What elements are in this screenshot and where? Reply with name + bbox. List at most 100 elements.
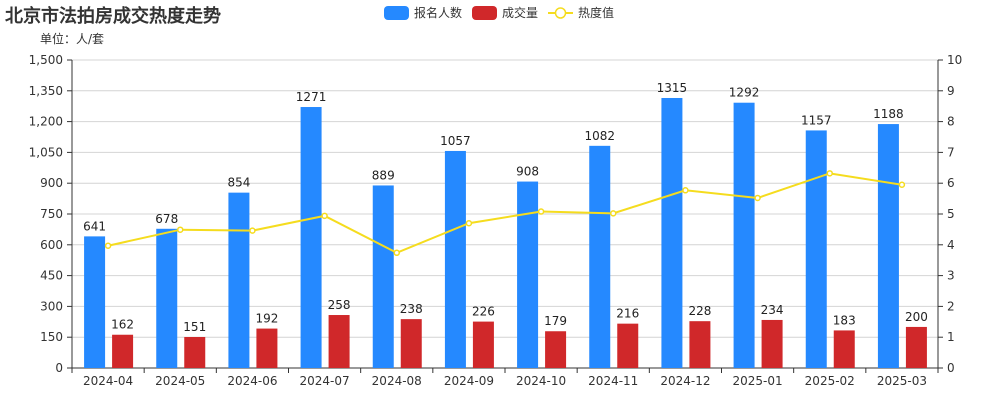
heat-point [177,226,184,233]
x-axis-tick-label: 2025-01 [733,374,783,388]
bar-signups [444,150,466,368]
bar-signups [228,192,250,368]
y-axis-tick-label: 1,050 [29,145,63,159]
y-axis-tick-label: 900 [40,176,63,190]
y-axis-tick-label: 450 [40,269,63,283]
bar-signups [372,185,394,368]
x-axis-tick-label: 2024-11 [588,374,638,388]
y2-axis-tick-label: 9 [947,84,955,98]
bar-deals [833,330,855,368]
bar-value-label: 1271 [296,90,327,104]
bar-deals [617,323,639,368]
bar-signups [661,97,683,368]
bar-signups [805,130,827,368]
heat-point [537,208,545,215]
y-axis-tick-label: 1,200 [29,115,63,129]
x-axis-tick-label: 2025-02 [805,374,855,388]
legend: 报名人数 成交量 热度值 [384,4,624,21]
x-axis-tick-label: 2024-10 [516,374,566,388]
x-axis-tick-label: 2024-12 [660,374,710,388]
y2-axis-tick-label: 7 [947,145,955,159]
y-axis-tick-label: 1,350 [29,84,63,98]
bar-value-label: 1157 [801,113,832,127]
bar-value-label: 179 [544,314,567,328]
bar-signups [877,124,899,369]
legend-item-signups[interactable]: 报名人数 [384,4,462,21]
legend-swatch-signups [384,5,409,20]
bar-deals [400,319,422,368]
x-axis-tick-label: 2024-09 [444,374,494,388]
unit-label: 单位：人/套 [40,32,105,46]
legend-label-deals: 成交量 [502,6,539,20]
bar-value-label: 183 [833,313,856,327]
y-axis-tick-label: 150 [40,330,63,344]
bar-value-label: 889 [372,168,395,182]
legend-item-heat[interactable]: 热度值 [548,4,614,21]
bar-value-label: 258 [328,298,351,312]
heat-point [898,181,906,188]
y-axis-tick-label: 300 [40,299,63,313]
bar-signups [589,145,611,368]
bar-signups [517,181,539,368]
bar-value-label: 192 [255,312,278,326]
bar-value-label: 234 [761,303,784,317]
legend-line-icon [548,6,574,19]
y2-axis-tick-label: 4 [947,238,955,252]
heat-point [610,210,617,217]
y2-axis-tick-label: 10 [947,53,962,67]
bar-value-label: 678 [155,212,178,226]
x-axis-tick-label: 2024-04 [83,374,133,388]
x-axis-tick-label: 2024-08 [372,374,422,388]
bar-signups [733,102,755,368]
bar-deals [689,321,711,368]
bar-deals [472,321,494,368]
y-axis-tick-label: 1,500 [29,53,63,67]
bar-signups [84,236,106,368]
y2-axis-tick-label: 0 [947,361,955,375]
legend-label-heat: 热度值 [578,6,615,20]
x-axis-tick-label: 2024-06 [227,374,277,388]
y-axis-tick-label: 600 [40,238,63,252]
x-axis-tick-label: 2025-03 [877,374,927,388]
legend-swatch-deals [472,5,498,20]
bar-value-label: 908 [516,165,539,179]
bar-value-label: 641 [83,219,106,233]
bar-deals [905,326,927,368]
heat-point [104,242,112,249]
bar-value-label: 200 [905,310,928,324]
heat-point [321,212,328,220]
bar-deals [761,319,783,368]
bar-value-label: 854 [227,176,250,190]
y2-axis-tick-label: 8 [947,115,955,129]
bar-deals [328,315,350,368]
bar-deals [184,336,206,368]
bar-value-label: 1188 [873,107,904,121]
x-axis-tick-label: 2024-07 [300,374,350,388]
heat-point [826,170,833,177]
bar-signups [300,107,322,368]
y2-axis-tick-label: 6 [947,176,955,190]
heat-point [682,187,689,194]
heat-point [465,219,473,227]
y-axis-tick-label: 0 [55,361,63,375]
heat-point [754,194,761,202]
y2-axis-tick-label: 5 [947,207,955,221]
bar-value-label: 226 [472,305,495,319]
bar-value-label: 1292 [729,86,760,100]
chart-title: 北京市法拍房成交热度走势 [5,6,221,27]
heat-line [107,172,903,254]
bar-value-label: 228 [688,304,711,318]
heat-point [249,227,256,234]
bar-value-label: 1315 [657,81,688,95]
bar-value-label: 151 [183,320,206,334]
y2-axis-tick-label: 1 [947,330,955,344]
heat-point [393,249,400,257]
legend-item-deals[interactable]: 成交量 [472,4,538,21]
y2-axis-tick-label: 2 [947,299,955,313]
bar-signups [156,228,178,368]
y2-axis-tick-label: 3 [947,269,955,283]
x-axis-tick-label: 2024-05 [155,374,205,388]
bar-value-label: 238 [400,302,423,316]
bar-value-label: 216 [616,307,639,321]
